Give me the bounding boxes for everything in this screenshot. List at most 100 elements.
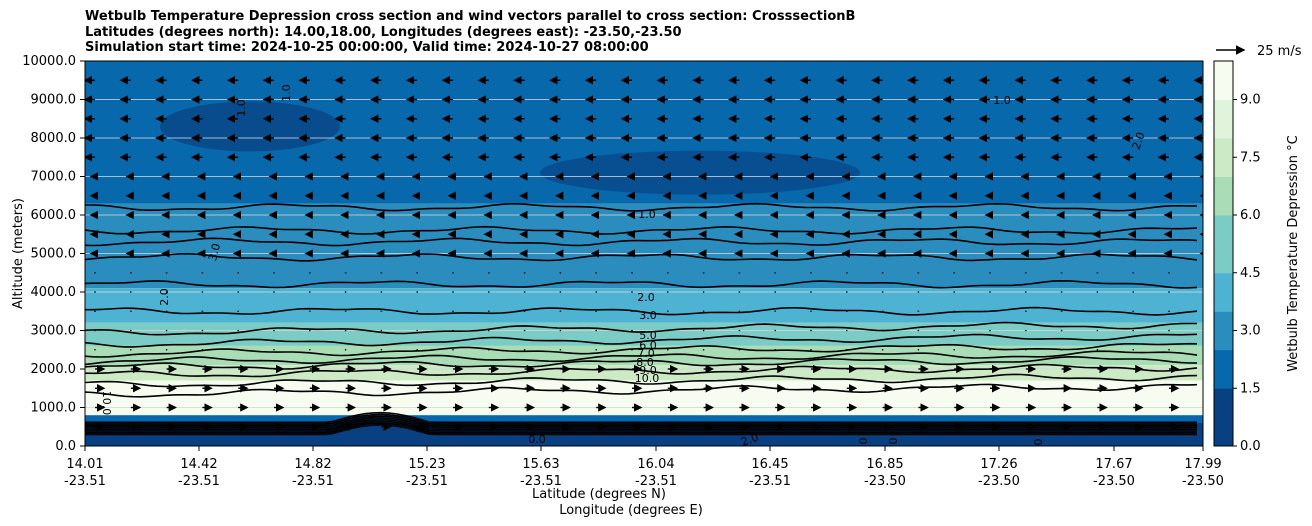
contour-label: 1.0 <box>993 94 1011 107</box>
wind-vector <box>774 271 776 274</box>
wind-vector <box>1025 348 1027 351</box>
wind-vector <box>702 329 705 332</box>
wind-vector <box>94 348 96 351</box>
contour-label: 0 <box>1032 439 1045 446</box>
quiver-key-label: 25 m/s <box>1257 44 1302 59</box>
x-tick-label-lon: -23.50 <box>864 474 906 489</box>
wind-vector <box>1204 291 1206 293</box>
wind-vector <box>201 291 204 293</box>
x-tick-label-lat: 16.85 <box>866 457 903 472</box>
wind-vector <box>881 271 884 274</box>
wind-vector <box>237 310 239 313</box>
colorbar-segment <box>1214 195 1233 216</box>
wind-vector <box>130 271 132 274</box>
contour-line <box>85 355 1198 370</box>
x-tick-label-lat: 15.63 <box>522 457 559 472</box>
wind-vector <box>667 310 669 313</box>
wind-vector <box>1025 291 1027 293</box>
contour-label: 10.0 <box>635 372 660 385</box>
x-tick-label-lon: -23.51 <box>64 474 106 489</box>
x-tick-label-lon: -23.50 <box>1182 474 1224 489</box>
contour-line <box>85 306 1198 316</box>
wind-vector <box>1096 310 1099 313</box>
x-tick-label-lat: 17.26 <box>980 457 1017 472</box>
wind-vector <box>881 310 884 313</box>
wind-vector <box>165 271 168 274</box>
x-tick-label-lon: -23.51 <box>520 474 562 489</box>
wind-vector <box>237 271 239 274</box>
colorbar-segment <box>1214 407 1233 428</box>
wind-vector <box>1060 271 1063 274</box>
wind-vector <box>989 271 991 274</box>
x-tick-label-lon: -23.51 <box>406 474 448 489</box>
wind-vector <box>774 348 776 351</box>
wind-vector <box>1025 329 1027 332</box>
y-tick-label: 0.0 <box>55 439 76 454</box>
wind-vector <box>201 329 204 332</box>
wind-vector <box>810 271 812 274</box>
contour-label: 3.0 <box>639 309 657 322</box>
surface-contour <box>85 423 1197 436</box>
contour-label: 10.0 <box>100 391 113 416</box>
wind-vector <box>989 291 991 293</box>
wind-vector <box>667 348 669 351</box>
wind-vector <box>953 348 955 351</box>
wind-vector <box>810 310 812 313</box>
colorbar-segment <box>1214 80 1233 100</box>
wind-vector <box>237 329 239 332</box>
wind-vector <box>344 291 347 293</box>
wind-vector <box>273 329 275 332</box>
wind-vector <box>94 291 96 293</box>
wind-vector <box>595 310 597 313</box>
wind-vector <box>130 291 132 293</box>
contour-label: 2.0 <box>1130 130 1148 151</box>
dark-patch <box>160 101 340 152</box>
wind-vector <box>416 291 419 293</box>
contour-label: 7.0 <box>637 347 655 360</box>
x-axis-label-2: Longitude (degrees E) <box>559 503 703 518</box>
wind-vector <box>1060 310 1063 313</box>
contour-line <box>85 237 1198 247</box>
wind-vector <box>667 271 669 274</box>
contour-line <box>85 350 1198 366</box>
colorbar-tick-label: 3.0 <box>1240 324 1261 339</box>
colorbar-tick-label: 1.5 <box>1240 381 1261 396</box>
wind-vector <box>1025 310 1027 313</box>
contour-label: 9.0 <box>639 364 657 377</box>
wind-vector <box>1132 348 1134 351</box>
colorbar-segment <box>1214 330 1233 351</box>
field-band-2 <box>85 288 1203 323</box>
y-tick-label: 7000.0 <box>31 170 77 185</box>
colorbar-segment <box>1214 311 1233 331</box>
wind-vector <box>130 310 132 313</box>
colorbar-segment <box>1214 292 1233 312</box>
wind-vector <box>1168 348 1170 351</box>
surface-contour <box>85 411 1197 424</box>
wind-vector <box>488 271 490 274</box>
y-tick-label: 5000.0 <box>31 247 77 262</box>
wind-vector <box>523 291 526 293</box>
quiver-key: 25 m/s <box>1216 44 1302 59</box>
colorbar-tick-label: 7.5 <box>1240 150 1261 165</box>
contour-line <box>85 333 1198 348</box>
x-tick-label-lat: 15.23 <box>408 457 445 472</box>
wind-vector <box>667 291 669 293</box>
y-tick-label: 4000.0 <box>31 285 77 300</box>
wind-vector <box>881 348 884 351</box>
wind-vector <box>917 291 920 293</box>
wind-vector <box>631 271 633 274</box>
wind-vector <box>1204 272 1206 274</box>
wind-vector <box>917 310 920 313</box>
wind-vector <box>631 291 633 293</box>
contour-label: 0.0 <box>528 433 546 446</box>
colorbar-segment <box>1214 426 1233 447</box>
wind-vector <box>488 329 490 332</box>
colorbar-tick-label: 4.5 <box>1240 266 1261 281</box>
wind-vector <box>846 310 848 313</box>
colorbar-segment <box>1214 234 1233 254</box>
colorbar: 0.0 1.5 3.0 4.5 6.0 7.5 9.0 Wetbulb Temperature… <box>1213 60 1301 454</box>
wind-vector <box>416 348 419 351</box>
wind-vector <box>94 271 96 274</box>
colorbar-segment <box>1214 272 1233 293</box>
